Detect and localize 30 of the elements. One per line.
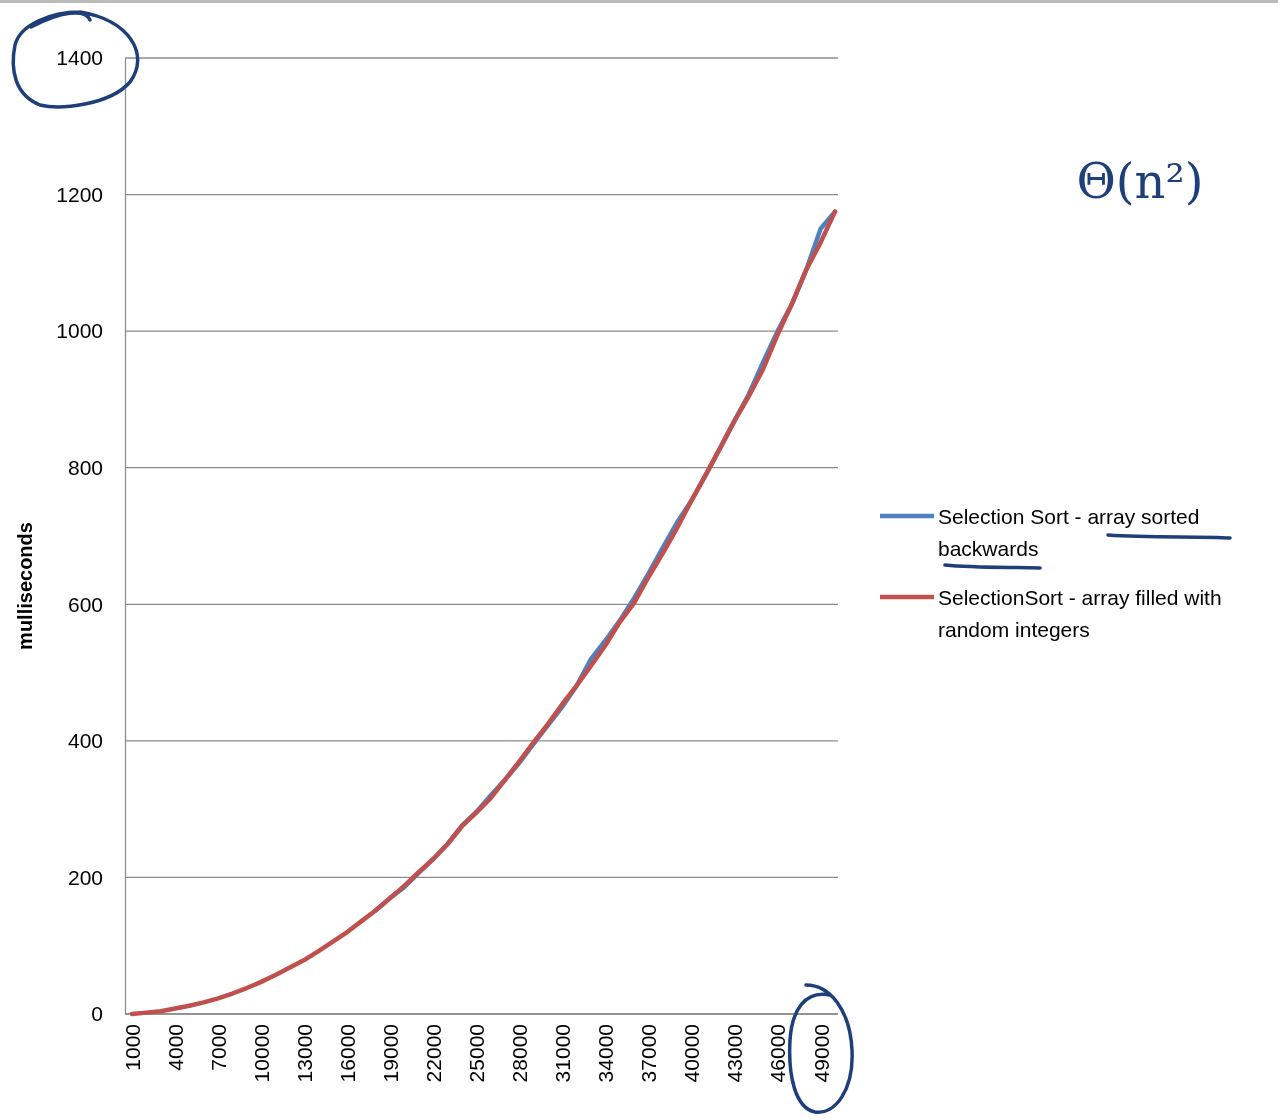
x-tick-label: 1000 xyxy=(120,1024,144,1071)
y-tick-label: 400 xyxy=(67,729,103,753)
x-tick-label: 28000 xyxy=(508,1024,532,1083)
x-tick-label: 34000 xyxy=(594,1024,618,1083)
x-tick-label: 25000 xyxy=(465,1024,489,1083)
x-tick-label: 49000 xyxy=(809,1024,833,1083)
y-tick-label: 600 xyxy=(67,592,103,616)
x-tick-label: 19000 xyxy=(379,1024,403,1083)
legend-label: SelectionSort - array filled with random integers xyxy=(938,586,1222,641)
x-tick-label: 16000 xyxy=(336,1024,360,1083)
text: Θ(n²) xyxy=(1076,153,1204,209)
x-tick-label: 22000 xyxy=(422,1024,446,1083)
x-tick-label: 4000 xyxy=(163,1024,187,1071)
x-tick-label: 40000 xyxy=(680,1024,704,1083)
y-axis-title: mulliseconds xyxy=(14,522,36,650)
y-tick-label: 800 xyxy=(67,455,103,479)
y-tick-label: 200 xyxy=(67,865,103,889)
legend-label: Selection Sort - array sorted backwards xyxy=(938,505,1200,560)
y-tick-label: 0 xyxy=(91,1002,103,1026)
x-tick-label: 37000 xyxy=(637,1024,661,1083)
x-tick-label: 13000 xyxy=(293,1024,317,1083)
y-tick-label: 1200 xyxy=(56,182,103,206)
x-tick-label: 10000 xyxy=(249,1024,273,1083)
x-tick-label: 46000 xyxy=(766,1024,790,1083)
line-series xyxy=(129,209,838,1017)
y-tick-label: 1000 xyxy=(56,319,103,343)
x-tick-label: 31000 xyxy=(551,1024,575,1083)
x-tick-label: 7000 xyxy=(206,1024,230,1071)
x-tick-label: 43000 xyxy=(723,1024,747,1083)
y-tick-label: 1400 xyxy=(56,46,103,70)
